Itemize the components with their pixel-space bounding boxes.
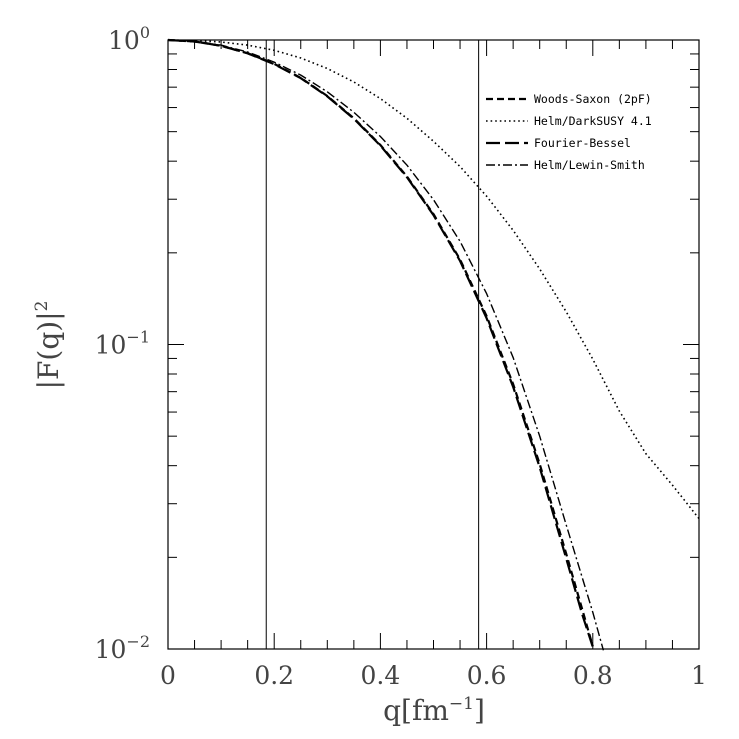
x-tick-label: 0 (160, 661, 176, 690)
x-tick-label: 1 (691, 661, 707, 690)
series-line (167, 39, 605, 651)
x-tick-labels: 0 0.2 0.4 0.6 0.8 1 (160, 661, 707, 690)
series-line (167, 38, 594, 647)
x-tick-label: 0.2 (254, 661, 294, 690)
axis-ticks (167, 39, 700, 650)
x-tick-label: 0.4 (361, 661, 401, 690)
x-axis-label-exp: −1 (449, 694, 474, 714)
y-axis-label-exp: 2 (32, 301, 52, 312)
y-tick-label: 10−2 (95, 632, 150, 664)
x-tick-label: 0.6 (467, 661, 507, 690)
y-tick-labels: 100 10−1 10−2 (95, 23, 150, 664)
y-axis-label-main: |F(q)| (32, 311, 65, 389)
legend: Woods-Saxon (2pF) Helm/DarkSUSY 4.1 Fourie… (486, 92, 652, 172)
y-tick-label: 10−1 (95, 328, 150, 360)
x-axis-label-main: q[fm (383, 694, 449, 727)
x-axis-label-end: ] (474, 694, 485, 727)
y-tick-label: 100 (108, 23, 150, 55)
x-tick-label: 0.8 (573, 661, 613, 690)
y-axis-label: |F(q)|2 (32, 301, 65, 390)
x-axis-label: q[fm−1] (383, 694, 485, 727)
curves-group (167, 38, 700, 651)
legend-label: Fourier-Bessel (534, 136, 631, 150)
legend-label: Woods-Saxon (2pF) (534, 92, 652, 106)
plot-frame (167, 39, 700, 650)
series-line (167, 38, 595, 651)
legend-label: Helm/Lewin-Smith (534, 158, 645, 172)
legend-label: Helm/DarkSUSY 4.1 (534, 114, 652, 128)
vertical-reference-lines (265, 40, 480, 649)
series-line (167, 39, 700, 520)
